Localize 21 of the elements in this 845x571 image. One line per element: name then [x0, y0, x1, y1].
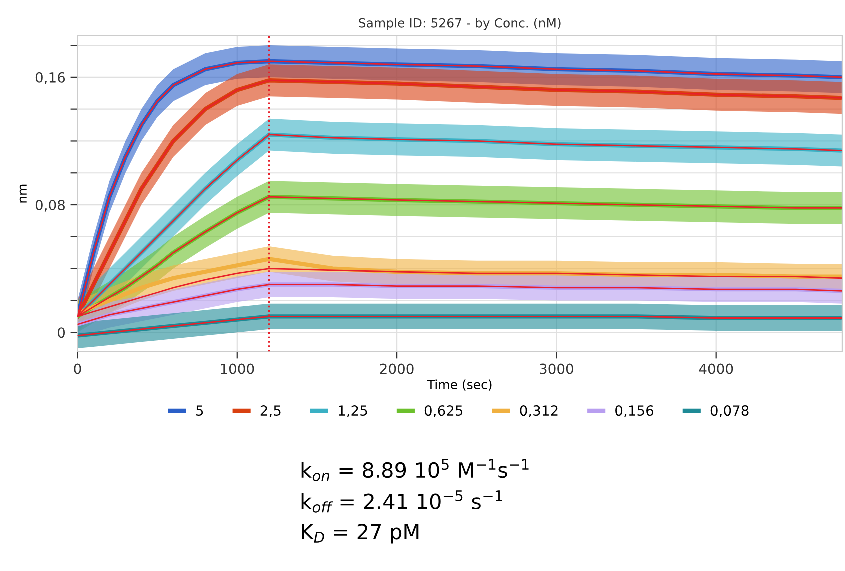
legend-label: 0,156: [616, 406, 654, 418]
chart-title: Sample ID: 5267 - by Conc. (nM): [359, 18, 561, 30]
x-tick-label: 3000: [540, 364, 574, 374]
x-tick-label: 4000: [699, 364, 734, 374]
y-axis-title: nm: [20, 184, 27, 203]
legend-label: 5: [196, 406, 204, 416]
x-tick-label: 0: [74, 364, 82, 374]
legend-label: 0,625: [424, 406, 463, 418]
legend-label: 1,25: [339, 406, 368, 418]
text: k$_{on}$ = 8.89 10$^{5}$ M$^{−1}$s$^{−1}$: [302, 459, 529, 482]
text: K$_{D}$ = 27 pM: [302, 524, 419, 544]
x-axis-title: Time (sec): [427, 380, 492, 391]
legend-label: 0,078: [710, 406, 749, 418]
x-tick-label: 2000: [380, 364, 414, 374]
legend-label: 2,5: [260, 406, 281, 418]
y-tick-label: 0: [58, 328, 66, 338]
y-tick-label: 0,08: [36, 200, 65, 212]
y-tick-label: 0,16: [36, 72, 66, 84]
x-tick-label: 1000: [221, 364, 254, 374]
text: k$_{off}$ = 2.41 10$^{−5}$ s$^{−1}$: [302, 490, 502, 513]
legend-label: 0,312: [520, 406, 558, 418]
